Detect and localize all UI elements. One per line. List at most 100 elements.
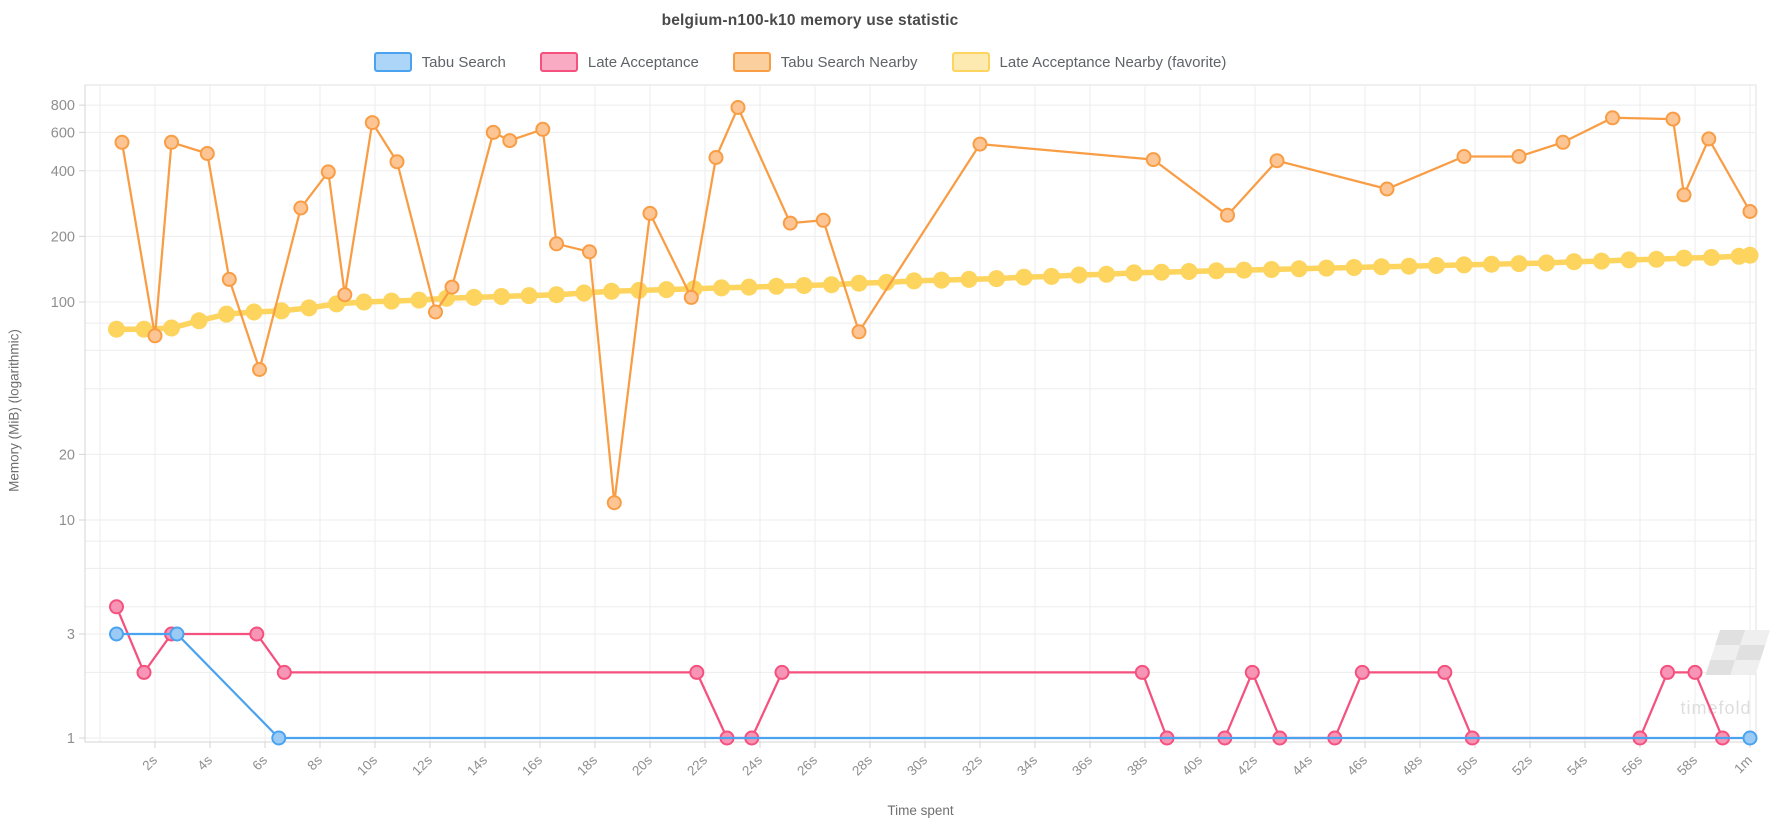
watermark: timefold: [1680, 630, 1771, 718]
x-tick-label: 24s: [739, 752, 765, 778]
data-point-marker: [1043, 267, 1060, 285]
y-tick-label: 100: [51, 295, 75, 311]
x-tick-label: 1m: [1731, 753, 1755, 777]
data-point-marker: [444, 279, 460, 295]
data-point-marker: [713, 279, 730, 297]
legend-swatch-late-acceptance: [539, 52, 578, 72]
data-point-marker: [108, 320, 125, 338]
data-point-marker: [575, 284, 593, 302]
data-point-marker: [249, 626, 265, 642]
data-point-marker: [163, 319, 180, 337]
data-point-marker: [1125, 264, 1143, 282]
x-tick-label: 32s: [959, 752, 985, 778]
data-point-marker: [109, 599, 124, 615]
y-tick-label: 10: [59, 513, 75, 529]
data-point-marker: [642, 205, 658, 221]
data-point-marker: [1605, 110, 1620, 126]
x-tick-label: 46s: [1344, 752, 1370, 778]
data-point-marker: [1269, 153, 1285, 169]
data-point-marker: [1180, 263, 1198, 280]
watermark-text: timefold: [1680, 698, 1751, 718]
x-tick-label: 26s: [794, 752, 820, 778]
data-point-marker: [1354, 664, 1370, 680]
series-line: [113, 252, 1753, 332]
y-tick-label: 1: [67, 731, 75, 747]
legend-label: Late Acceptance Nearby (favorite): [999, 53, 1227, 71]
data-point-marker: [795, 277, 813, 294]
data-point-marker: [548, 286, 565, 304]
legend-item-late-acceptance-nearby[interactable]: Late Acceptance Nearby (favorite): [951, 52, 1227, 72]
y-tick-label: 200: [51, 229, 75, 245]
chart-title: belgium-n100-k10 memory use statistic: [661, 12, 959, 29]
x-tick-label: 52s: [1509, 752, 1535, 778]
data-point-marker: [136, 664, 152, 680]
x-tick-label: 38s: [1124, 752, 1150, 778]
data-point-marker: [164, 134, 179, 150]
data-point-marker: [252, 362, 267, 377]
data-point-marker: [740, 278, 758, 296]
x-axis-title: Time spent: [887, 803, 954, 818]
data-point-marker: [1660, 664, 1675, 680]
x-tick-label: 2s: [139, 752, 160, 773]
data-point-marker: [190, 312, 208, 330]
x-tick-label: 6s: [249, 752, 270, 773]
legend-item-tabu-search[interactable]: Tabu Search: [373, 52, 506, 72]
data-point-marker: [1510, 255, 1528, 273]
data-point-marker: [502, 133, 518, 149]
data-point-marker: [169, 626, 185, 642]
data-point-marker: [933, 271, 950, 289]
data-point-marker: [1220, 207, 1235, 223]
plot-border: [84, 84, 1757, 743]
x-tick-label: 4s: [194, 752, 215, 773]
legend-label: Tabu Search: [421, 53, 506, 71]
data-point-marker: [1648, 250, 1665, 268]
legend-label: Tabu Search Nearby: [780, 53, 918, 71]
data-point-marker: [221, 271, 237, 287]
data-point-marker: [972, 136, 988, 152]
y-tick-label: 20: [59, 447, 75, 463]
series-late-acceptance-nearby-favorite-: [108, 246, 1759, 338]
data-point-marker: [1400, 257, 1418, 275]
x-tick-label: 44s: [1289, 752, 1315, 778]
data-point-marker: [1145, 152, 1161, 168]
x-tick-label: 40s: [1179, 752, 1205, 778]
data-point-marker: [851, 324, 867, 340]
x-tick-label: 36s: [1069, 752, 1095, 778]
x-tick-label: 8s: [304, 752, 325, 773]
data-point-marker: [1208, 262, 1225, 280]
data-point-marker: [1687, 664, 1703, 680]
watermark-flag-cell: [1715, 630, 1746, 645]
data-point-marker: [1134, 664, 1150, 680]
data-point-marker: [1483, 255, 1500, 273]
data-point-marker: [300, 299, 318, 317]
data-point-marker: [273, 302, 290, 320]
watermark-flag-icon: [1705, 630, 1771, 675]
data-point-marker: [1153, 263, 1170, 281]
x-tick-label: 28s: [849, 752, 875, 778]
data-point-marker: [1379, 181, 1395, 197]
x-tick-label: 42s: [1234, 752, 1260, 778]
data-point-marker: [520, 287, 538, 305]
x-tick-label: 14s: [464, 752, 490, 778]
data-point-marker: [1290, 260, 1308, 278]
watermark-flag-cell: [1730, 660, 1761, 675]
watermark-flag-cell: [1705, 660, 1736, 675]
data-point-marker: [1620, 251, 1638, 269]
legend-item-late-acceptance[interactable]: Late Acceptance: [539, 52, 699, 72]
y-tick-label: 800: [51, 98, 75, 114]
legend-label: Late Acceptance: [587, 53, 699, 71]
data-point-marker: [1565, 253, 1583, 271]
data-point-marker: [606, 495, 622, 511]
data-point-marker: [1455, 256, 1473, 274]
data-point-marker: [1741, 246, 1759, 264]
data-point-marker: [320, 164, 336, 180]
legend-item-tabu-search-nearby[interactable]: Tabu Search Nearby: [732, 52, 918, 72]
data-point-marker: [1511, 149, 1527, 164]
data-point-marker: [905, 272, 923, 290]
x-tick-label: 58s: [1674, 752, 1700, 778]
data-point-marker: [535, 121, 551, 137]
data-point-marker: [1555, 134, 1571, 150]
data-point-marker: [1235, 261, 1253, 279]
data-point-marker: [337, 287, 353, 303]
data-point-marker: [114, 134, 130, 150]
